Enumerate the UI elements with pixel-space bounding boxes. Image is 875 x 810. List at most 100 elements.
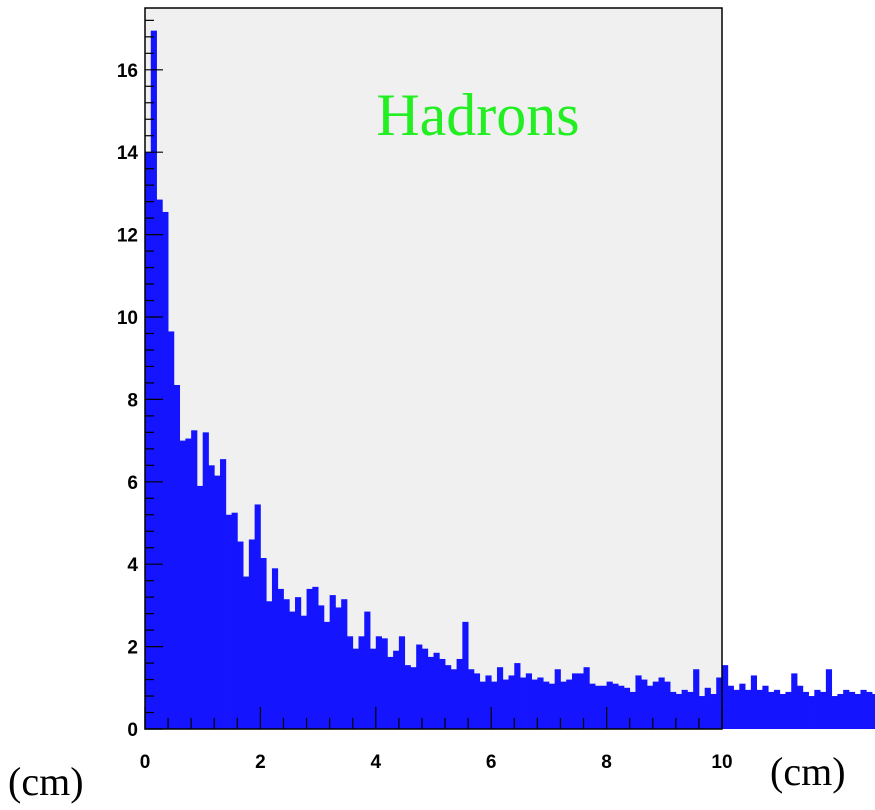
histogram-bar (474, 673, 480, 729)
histogram-bar (860, 690, 866, 729)
histogram-bar (289, 612, 295, 729)
histogram-bar (318, 605, 324, 729)
histogram-bar (797, 686, 803, 729)
histogram-bar (635, 675, 641, 729)
histogram-bar (820, 692, 826, 729)
histogram-bar (428, 657, 434, 729)
histogram-bar (514, 663, 520, 729)
histogram-bar (745, 690, 751, 729)
y-axis-unit-label: (cm) (8, 759, 84, 804)
histogram-bar (768, 692, 774, 729)
histogram-bar (607, 682, 613, 729)
histogram-bar (589, 684, 595, 729)
histogram-bar (445, 665, 451, 729)
y-tick-label: 16 (117, 61, 138, 82)
histogram-bar (682, 690, 688, 729)
histogram-bar (393, 651, 399, 729)
histogram-bar (780, 694, 786, 729)
histogram-bar (572, 673, 578, 729)
y-tick-label: 2 (127, 638, 138, 659)
histogram-bar (405, 665, 411, 729)
histogram-bar (180, 441, 186, 729)
histogram-bar (855, 694, 861, 729)
histogram-bar (145, 152, 151, 729)
histogram-bar (203, 432, 209, 729)
x-axis-unit-label: (cm) (770, 749, 846, 794)
histogram-bar (728, 686, 734, 729)
histogram-bar (618, 686, 624, 729)
histogram-bar (612, 684, 618, 729)
histogram-bar (526, 673, 532, 729)
histogram-bar (197, 486, 203, 729)
histogram-bar (237, 542, 243, 729)
histogram-bar (174, 385, 180, 729)
histogram-bar (451, 669, 457, 729)
histogram-bar (687, 692, 693, 729)
histogram-bar (214, 476, 220, 729)
histogram-bar (480, 682, 486, 729)
histogram-bar (785, 692, 791, 729)
histogram-bar (803, 692, 809, 729)
x-tick-label: 0 (140, 752, 151, 773)
x-tick-label: 6 (486, 752, 497, 773)
histogram-bar (566, 680, 572, 729)
histogram-bar (266, 601, 272, 729)
histogram-bar (353, 649, 359, 729)
histogram-bar (243, 577, 249, 729)
histogram-bar (260, 558, 266, 729)
histogram-bar (814, 690, 820, 729)
histogram-bar (751, 675, 757, 729)
histogram-bar (705, 688, 711, 729)
y-tick-label: 4 (127, 555, 138, 576)
histogram-bar (462, 622, 468, 729)
histogram-bar (843, 690, 849, 729)
histogram-bar (699, 696, 705, 729)
histogram-bar (734, 690, 740, 729)
histogram-bar (347, 636, 353, 729)
histogram-bar (208, 465, 214, 729)
histogram-bar (249, 539, 255, 729)
y-tick-label: 12 (117, 226, 138, 247)
histogram-bar (255, 504, 261, 729)
histogram-bar (272, 568, 278, 729)
histogram-bar (630, 692, 636, 729)
histogram-bar (220, 459, 226, 729)
histogram-bar (503, 680, 509, 729)
histogram-bar (168, 331, 174, 729)
histogram-bar (826, 669, 832, 729)
histogram-bar (295, 597, 301, 729)
histogram-bar (497, 667, 503, 729)
histogram-bar (722, 665, 728, 729)
histogram-bar (232, 513, 238, 729)
histogram-bar (283, 599, 289, 729)
histogram-bar (537, 678, 543, 730)
histogram-bar (358, 636, 364, 729)
histogram-bar (584, 667, 590, 729)
histogram-bar (157, 200, 163, 729)
histogram-bar (422, 649, 428, 729)
x-axis-tick-labels: 0 2 4 6 8 10 (140, 752, 733, 773)
histogram-bar (762, 686, 768, 729)
histogram-bar (739, 684, 745, 729)
histogram-bar (837, 694, 843, 729)
histogram-bar (468, 669, 474, 729)
histogram-bar (399, 636, 405, 729)
x-tick-label: 4 (371, 752, 382, 773)
histogram-bar (376, 636, 382, 729)
histogram-bar (560, 682, 566, 729)
histogram-bar (301, 616, 307, 729)
histogram-bar (278, 589, 284, 729)
y-tick-label: 6 (127, 473, 138, 494)
histogram-bar (543, 682, 549, 729)
histogram-bar (162, 212, 168, 729)
x-tick-label: 8 (601, 752, 612, 773)
histogram-bar (832, 696, 838, 729)
histogram-bar (387, 657, 393, 729)
x-tick-label: 10 (711, 752, 732, 773)
histogram-bar (307, 589, 313, 729)
x-tick-label: 2 (255, 752, 266, 773)
histogram-bar (710, 694, 716, 729)
histogram-bar (330, 595, 336, 729)
histogram-bar (191, 430, 197, 729)
